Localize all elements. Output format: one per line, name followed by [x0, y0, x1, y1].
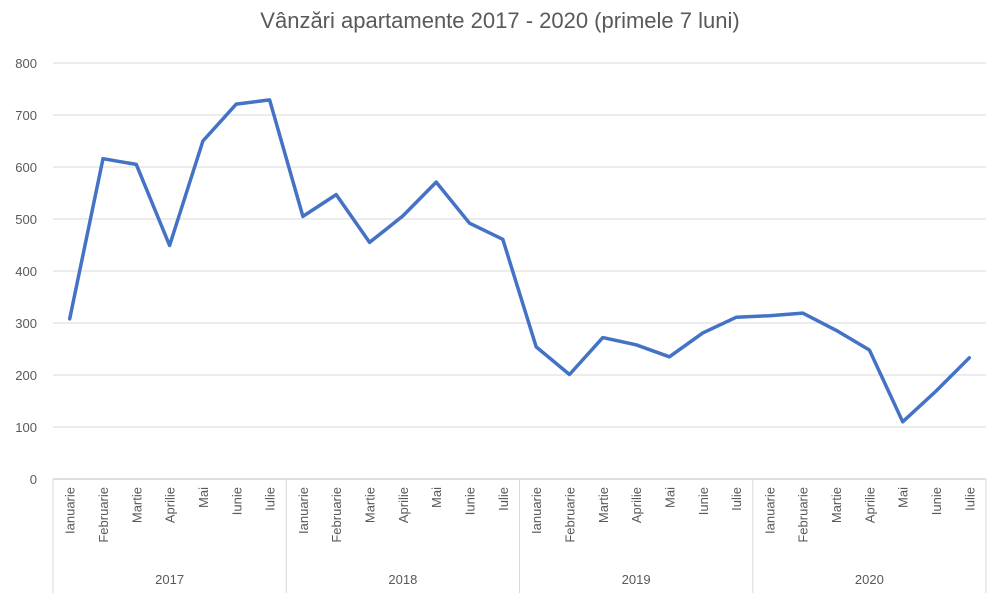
y-tick-label: 400	[15, 264, 37, 279]
year-group-label: 2017	[155, 572, 184, 587]
x-tick-label: Februarie	[329, 487, 344, 543]
y-tick-label: 700	[15, 108, 37, 123]
x-tick-label: Ianuarie	[529, 487, 544, 534]
x-tick-label: Iulie	[729, 487, 744, 511]
x-tick-label: Februarie	[562, 487, 577, 543]
series-path	[67, 98, 972, 424]
year-group-label: 2019	[622, 572, 651, 587]
x-tick-label: Februarie	[96, 487, 111, 543]
y-tick-label: 200	[15, 368, 37, 383]
x-tick-label: Martie	[829, 487, 844, 523]
year-group-label: 2018	[388, 572, 417, 587]
y-tick-label: 800	[15, 56, 37, 71]
x-tick-label: Februarie	[796, 487, 811, 543]
x-tick-label: Martie	[363, 487, 378, 523]
x-tick-label: Aprilie	[629, 487, 644, 523]
x-tick-label: Aprilie	[163, 487, 178, 523]
x-tick-label: Mai	[429, 487, 444, 508]
x-axis: Ianuarie Februarie Martie Aprilie Mai Iunie Iu…	[52, 479, 987, 593]
x-tick-label: Iulie	[962, 487, 977, 511]
x-tick-label: Iulie	[263, 487, 278, 511]
y-tick-label: 0	[30, 472, 37, 487]
series-line	[67, 98, 972, 424]
y-tick-label: 600	[15, 160, 37, 175]
x-tick-label: Iunie	[696, 487, 711, 515]
x-tick-label: Iunie	[463, 487, 478, 515]
y-tick-label: 500	[15, 212, 37, 227]
gridlines	[53, 62, 986, 480]
x-tick-label: Mai	[896, 487, 911, 508]
x-tick-label: Martie	[129, 487, 144, 523]
y-tick-label: 100	[15, 420, 37, 435]
chart-title: Vânzări apartamente 2017 - 2020 (primele…	[260, 8, 740, 33]
x-tick-label: Ianuarie	[296, 487, 311, 534]
x-tick-label: Mai	[662, 487, 677, 508]
x-tick-label: Iunie	[929, 487, 944, 515]
x-tick-label: Iulie	[496, 487, 511, 511]
x-tick-label: Ianuarie	[63, 487, 78, 534]
x-tick-label: Aprilie	[862, 487, 877, 523]
year-group-label: 2020	[855, 572, 884, 587]
y-axis: 0 100 200 300 400 500 600 700 800	[15, 56, 37, 487]
x-tick-label: Martie	[596, 487, 611, 523]
x-tick-label: Iunie	[229, 487, 244, 515]
x-tick-label: Mai	[196, 487, 211, 508]
y-tick-label: 300	[15, 316, 37, 331]
x-tick-label: Aprilie	[396, 487, 411, 523]
x-tick-label: Ianuarie	[762, 487, 777, 534]
